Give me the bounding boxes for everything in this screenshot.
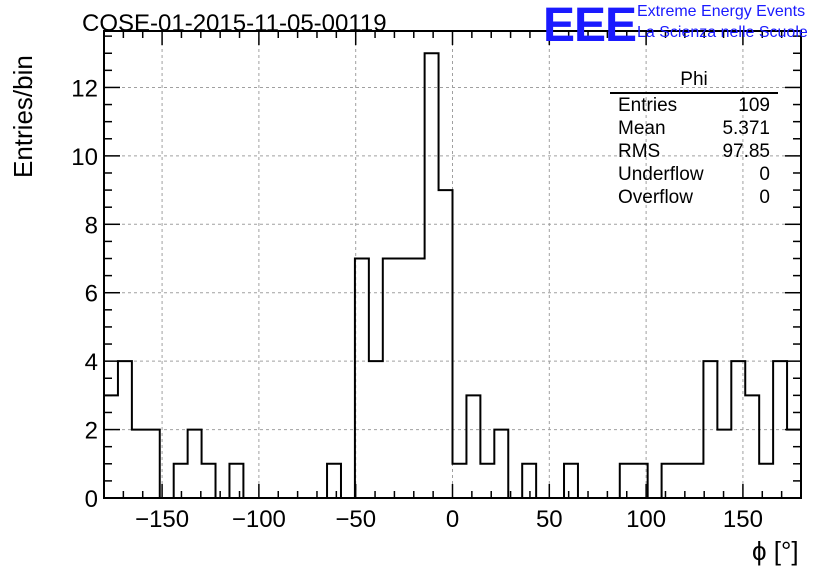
histogram-bin <box>453 464 467 498</box>
x-axis-label: ϕ [°] <box>752 536 799 566</box>
histogram-bin <box>731 361 745 498</box>
histogram-bin <box>717 430 731 498</box>
stats-value: 5.371 <box>722 118 770 139</box>
histogram-bin <box>480 464 494 498</box>
histogram-bin <box>132 430 146 498</box>
y-tick-label: 12 <box>71 75 98 102</box>
stats-box: Phi Entries 109 Mean 5.371 RMS 97.85 Underf… <box>610 70 778 209</box>
histogram-bin <box>174 464 188 498</box>
y-tick-label: 8 <box>85 212 98 239</box>
histogram-bin <box>494 430 508 498</box>
histogram-bin <box>229 464 243 498</box>
stats-title: Phi <box>610 70 778 94</box>
stats-value: 0 <box>759 187 770 208</box>
histogram-bin <box>773 361 787 498</box>
histogram-bin <box>662 464 676 498</box>
histogram-bin <box>202 464 216 498</box>
logo-line-2: La Scienza nelle Scuole <box>637 24 808 41</box>
x-tick-label: 150 <box>723 506 763 533</box>
histogram-bin <box>118 361 132 498</box>
y-axis-label-wrap: Entries/bin <box>4 55 44 178</box>
histogram-bin <box>355 259 369 498</box>
y-tick-label: 4 <box>85 349 98 376</box>
histogram-bin <box>564 464 578 498</box>
stats-value: 109 <box>738 95 770 116</box>
histogram-bin <box>188 430 202 498</box>
histogram-bin <box>466 395 480 498</box>
histogram-bin <box>146 430 160 498</box>
histogram-bin <box>745 395 759 498</box>
y-tick-label: 10 <box>71 144 98 171</box>
y-axis-label: Entries/bin <box>8 55 38 178</box>
histogram-bin <box>522 464 536 498</box>
x-tick-label: 0 <box>446 506 459 533</box>
eee-logo: EEE <box>543 0 637 52</box>
stats-label: RMS <box>618 141 661 162</box>
y-tick-label: 6 <box>85 281 98 308</box>
stats-value: 0 <box>759 164 770 185</box>
stats-row: Entries 109 <box>610 94 778 117</box>
stats-label: Underflow <box>618 164 704 185</box>
x-tick-label: −100 <box>232 506 286 533</box>
histogram-bin <box>689 464 703 498</box>
x-tick-label: −150 <box>135 506 189 533</box>
stats-row: Mean 5.371 <box>610 117 778 140</box>
stats-value: 97.85 <box>722 141 770 162</box>
stats-label: Mean <box>618 118 666 139</box>
histogram-bin <box>411 259 425 498</box>
histogram-bin <box>759 464 773 498</box>
histogram-bin <box>425 53 439 498</box>
histogram-series-line <box>103 52 802 499</box>
histogram-bin <box>397 259 411 498</box>
x-tick-label: −50 <box>335 506 376 533</box>
logo-line-1: Extreme Energy Events <box>637 3 806 20</box>
stats-row: Underflow 0 <box>610 163 778 186</box>
histogram-bin <box>369 361 383 498</box>
histogram-bin <box>703 361 717 498</box>
stats-row: Overflow 0 <box>610 186 778 209</box>
histogram-bin <box>327 464 341 498</box>
histogram-bin <box>383 259 397 498</box>
stats-row: RMS 97.85 <box>610 140 778 163</box>
x-tick-label: 100 <box>626 506 666 533</box>
stats-label: Overflow <box>618 187 693 208</box>
chart-title: COSE-01-2015-11-05-00119 <box>82 10 387 37</box>
histogram-bin <box>676 464 690 498</box>
x-tick-label: 50 <box>536 506 563 533</box>
histogram-bin <box>439 190 453 498</box>
y-tick-label: 0 <box>85 486 98 513</box>
stats-label: Entries <box>618 95 678 116</box>
y-tick-label: 2 <box>85 418 98 445</box>
